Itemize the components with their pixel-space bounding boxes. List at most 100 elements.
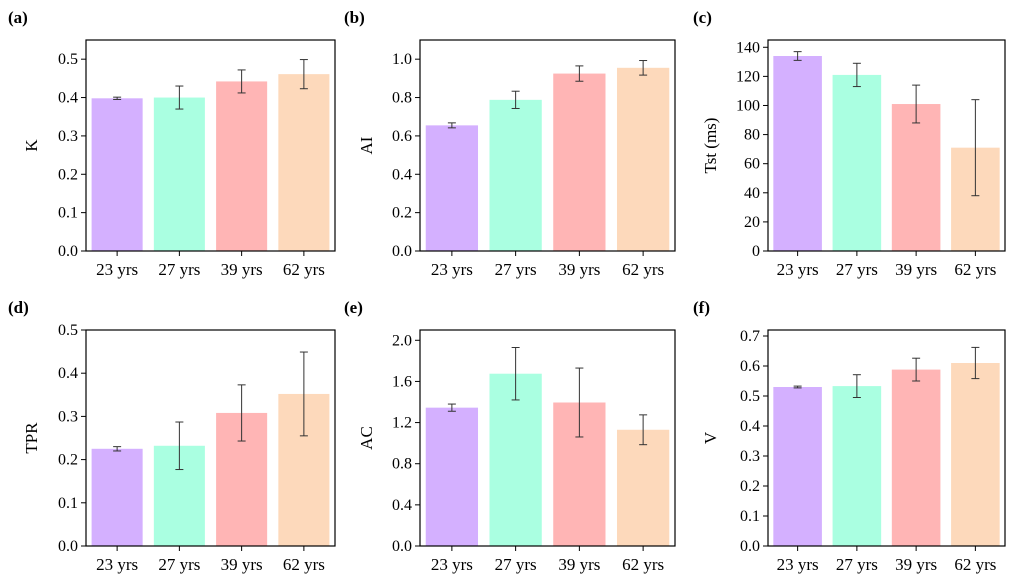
error-bar-f-4	[971, 346, 980, 380]
x-tick-label-d-1: 23 yrs	[96, 555, 138, 574]
x-tick-label-c-1: 23 yrs	[777, 260, 819, 279]
y-tick-label-f-0: 0.0	[740, 538, 760, 555]
x-tick-label-f-1: 23 yrs	[777, 555, 819, 574]
y-tick-label-c-5: 100	[736, 97, 760, 114]
y-tick-label-e-1: 0.4	[392, 497, 412, 514]
bar-f-1	[773, 387, 822, 546]
y-tick-label-d-3: 0.3	[58, 408, 78, 425]
panel-label-b: (b)	[344, 8, 365, 27]
axes-frame-d	[85, 329, 336, 547]
error-bar-c-3	[912, 84, 921, 124]
y-tick-label-d-0: 0.0	[58, 538, 78, 555]
panel-f: 0.0 0.1 0.2 0.3 0.4 0.5 0.6 0.7 23 yrs 27 yrs 39 y…	[693, 298, 1006, 574]
error-bar-a-1	[113, 96, 122, 100]
y-tick-label-b-2: 0.4	[392, 166, 412, 183]
y-tick-label-f-7: 0.7	[740, 328, 760, 345]
x-tick-label-b-4: 62 yrs	[622, 260, 664, 279]
y-tick-label-a-5: 0.5	[58, 51, 78, 68]
bar-d-1	[91, 448, 143, 546]
error-bar-e-1	[447, 403, 456, 412]
error-bar-f-1	[793, 385, 802, 389]
y-tick-label-b-3: 0.6	[392, 128, 412, 145]
x-tick-label-b-2: 27 yrs	[495, 260, 537, 279]
bar-c-2	[832, 74, 882, 251]
panel-label-e: (e)	[344, 298, 363, 317]
y-tick-label-a-1: 0.1	[58, 205, 78, 222]
axes-frame-c	[767, 39, 1006, 252]
y-tick-label-a-0: 0.0	[58, 243, 78, 260]
y-tick-label-e-3: 1.2	[392, 415, 412, 432]
error-bar-d-4	[299, 351, 308, 437]
panel-label-f: (f)	[693, 298, 710, 317]
x-tick-label-c-4: 62 yrs	[954, 260, 996, 279]
x-tick-label-e-1: 23 yrs	[431, 555, 473, 574]
panel-label-a: (a)	[8, 8, 28, 27]
bar-a-4	[278, 74, 330, 251]
panel-b: 0.0 0.2 0.4 0.6 0.8 1.0 23 yrs 27 yrs 39 yrs 62 y…	[344, 8, 676, 279]
x-tick-label-e-3: 39 yrs	[558, 555, 600, 574]
bar-a-2	[153, 97, 205, 251]
error-bar-b-1	[447, 122, 456, 129]
y-tick-label-e-2: 0.8	[392, 456, 412, 473]
y-axis-label-b: AI	[357, 136, 376, 154]
x-tick-label-c-3: 39 yrs	[895, 260, 937, 279]
x-tick-label-d-2: 27 yrs	[158, 555, 200, 574]
bar-f-3	[891, 369, 941, 546]
y-tick-label-f-2: 0.2	[740, 478, 760, 495]
y-tick-label-d-2: 0.2	[58, 452, 78, 469]
x-tick-label-a-4: 62 yrs	[283, 260, 325, 279]
bar-e-2	[489, 373, 542, 546]
bar-f-4	[951, 363, 1000, 546]
x-tick-label-a-1: 23 yrs	[96, 260, 138, 279]
y-tick-label-e-5: 2.0	[392, 332, 412, 349]
y-tick-label-f-3: 0.3	[740, 448, 760, 465]
x-tick-label-b-1: 23 yrs	[431, 260, 473, 279]
bar-c-3	[891, 104, 941, 251]
y-axis-label-e: AC	[357, 426, 376, 450]
error-bar-d-3	[237, 384, 246, 442]
y-axis-label-c: Tst (ms)	[701, 118, 720, 174]
axes-frame-f	[767, 329, 1006, 547]
y-tick-label-b-4: 0.8	[392, 90, 412, 107]
panel-d: 0.0 0.1 0.2 0.3 0.4 0.5 23 yrs 27 yrs 39 yrs 62 y…	[8, 298, 336, 574]
y-tick-label-c-0: 0	[752, 243, 760, 260]
y-tick-label-d-5: 0.5	[58, 322, 78, 339]
bar-b-2	[489, 99, 542, 251]
error-bar-b-3	[575, 65, 584, 82]
error-bar-e-3	[575, 367, 584, 438]
axes-frame-e	[419, 329, 676, 547]
y-tick-label-c-2: 40	[744, 185, 760, 202]
x-tick-label-b-3: 39 yrs	[558, 260, 600, 279]
axes-frame-a	[85, 39, 336, 252]
error-bar-d-2	[175, 421, 184, 471]
error-bar-a-4	[299, 59, 308, 90]
error-bar-b-4	[639, 60, 648, 76]
x-tick-label-a-3: 39 yrs	[221, 260, 263, 279]
y-tick-label-d-4: 0.4	[58, 365, 78, 382]
bar-e-1	[425, 407, 479, 546]
bar-b-1	[425, 125, 479, 251]
x-tick-label-a-2: 27 yrs	[158, 260, 200, 279]
error-bar-c-4	[971, 99, 980, 197]
y-tick-label-b-0: 0.0	[392, 243, 412, 260]
y-tick-label-d-1: 0.1	[58, 495, 78, 512]
y-tick-label-f-5: 0.5	[740, 388, 760, 405]
bar-c-1	[773, 56, 822, 252]
bar-f-2	[832, 386, 882, 546]
panel-label-d: (d)	[8, 298, 29, 317]
bar-a-1	[91, 98, 143, 251]
y-tick-label-c-6: 120	[736, 68, 760, 85]
panel-e: 0.0 0.4 0.8 1.2 1.6 2.0 23 yrs 27 yrs 39 yrs 62 y…	[344, 298, 676, 574]
y-axis-label-a: K	[22, 139, 41, 152]
y-tick-label-c-3: 60	[744, 156, 760, 173]
x-tick-label-e-2: 27 yrs	[495, 555, 537, 574]
error-bar-b-2	[511, 90, 520, 109]
bar-e-4	[616, 429, 670, 546]
x-tick-label-f-2: 27 yrs	[836, 555, 878, 574]
x-tick-label-c-2: 27 yrs	[836, 260, 878, 279]
y-tick-label-b-1: 0.2	[392, 205, 412, 222]
panel-a: 0.0 0.1 0.2 0.3 0.4 0.5 23 yrs 27 yrs 39 yrs 62 y…	[8, 8, 336, 279]
axes-frame-b	[419, 39, 676, 252]
y-tick-label-e-0: 0.0	[392, 538, 412, 555]
error-bar-e-2	[511, 346, 520, 401]
